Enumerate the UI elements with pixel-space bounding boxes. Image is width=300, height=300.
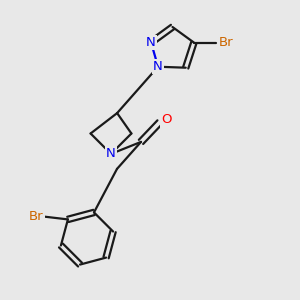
Text: O: O — [161, 113, 172, 127]
Text: N: N — [153, 60, 163, 73]
Text: Br: Br — [219, 36, 233, 49]
Text: N: N — [146, 36, 156, 49]
Text: N: N — [106, 147, 116, 161]
Text: Br: Br — [29, 210, 44, 223]
